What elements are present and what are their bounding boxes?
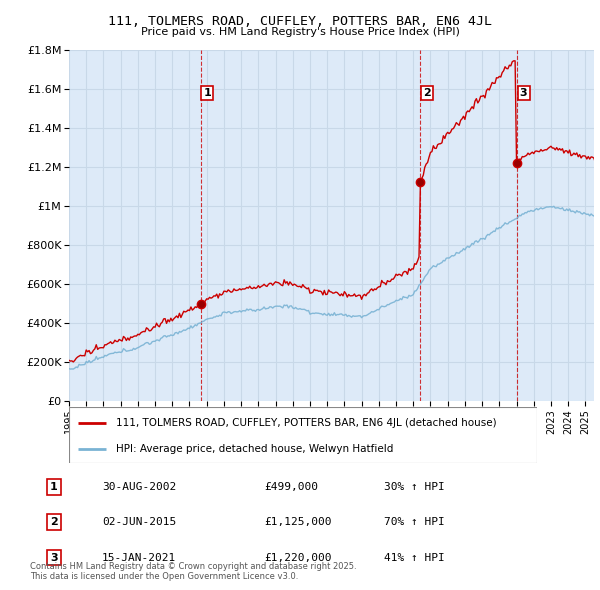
Text: 30% ↑ HPI: 30% ↑ HPI	[384, 482, 445, 491]
Text: 02-JUN-2015: 02-JUN-2015	[102, 517, 176, 527]
Text: £1,125,000: £1,125,000	[264, 517, 331, 527]
Text: Contains HM Land Registry data © Crown copyright and database right 2025.
This d: Contains HM Land Registry data © Crown c…	[30, 562, 356, 581]
Text: 70% ↑ HPI: 70% ↑ HPI	[384, 517, 445, 527]
Text: 111, TOLMERS ROAD, CUFFLEY, POTTERS BAR, EN6 4JL: 111, TOLMERS ROAD, CUFFLEY, POTTERS BAR,…	[108, 15, 492, 28]
Text: £499,000: £499,000	[264, 482, 318, 491]
Text: 3: 3	[520, 88, 527, 98]
Text: 111, TOLMERS ROAD, CUFFLEY, POTTERS BAR, EN6 4JL (detached house): 111, TOLMERS ROAD, CUFFLEY, POTTERS BAR,…	[116, 418, 496, 428]
Text: 41% ↑ HPI: 41% ↑ HPI	[384, 553, 445, 562]
Text: 1: 1	[50, 482, 58, 491]
Text: 3: 3	[50, 553, 58, 562]
Text: 2: 2	[50, 517, 58, 527]
Text: 1: 1	[203, 88, 211, 98]
Text: £1,220,000: £1,220,000	[264, 553, 331, 562]
Text: HPI: Average price, detached house, Welwyn Hatfield: HPI: Average price, detached house, Welw…	[116, 444, 393, 454]
Text: Price paid vs. HM Land Registry's House Price Index (HPI): Price paid vs. HM Land Registry's House …	[140, 27, 460, 37]
Text: 2: 2	[423, 88, 431, 98]
FancyBboxPatch shape	[69, 407, 537, 463]
Text: 15-JAN-2021: 15-JAN-2021	[102, 553, 176, 562]
Text: 30-AUG-2002: 30-AUG-2002	[102, 482, 176, 491]
